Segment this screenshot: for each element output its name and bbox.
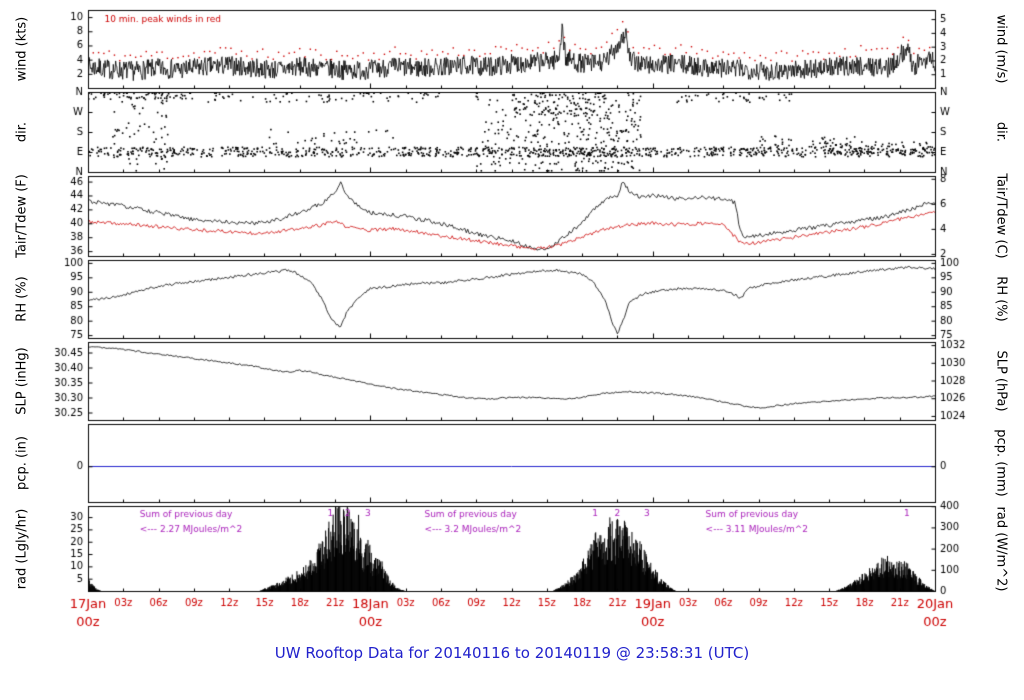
ylabel-left-tair: Tair/Tdew (F) (14, 174, 30, 258)
ylabel-right-rh: RH (%) (993, 276, 1009, 322)
ylabel-left-slp: SLP (inHg) (14, 347, 30, 415)
ylabel-left-dir: dir. (14, 121, 30, 143)
ylabel-left-rad: rad (Lgly/hr) (14, 508, 30, 589)
ylabel-right-tair: Tair/Tdew (C) (993, 173, 1009, 259)
ylabel-right-pcp: pcp. (mm) (993, 429, 1009, 497)
ylabel-right-wind: wind (m/s) (993, 14, 1009, 84)
ylabel-right-rad: rad (W/m^2) (993, 506, 1009, 591)
ylabel-left-pcp: pcp. (in) (14, 436, 30, 490)
ylabel-right-dir: dir. (993, 121, 1009, 143)
ylabel-right-slp: SLP (hPa) (993, 350, 1009, 412)
ylabel-left-wind: wind (kts) (14, 16, 30, 82)
ylabel-left-rh: RH (%) (14, 276, 30, 322)
figure-title: UW Rooftop Data for 20140116 to 20140119… (274, 644, 750, 662)
